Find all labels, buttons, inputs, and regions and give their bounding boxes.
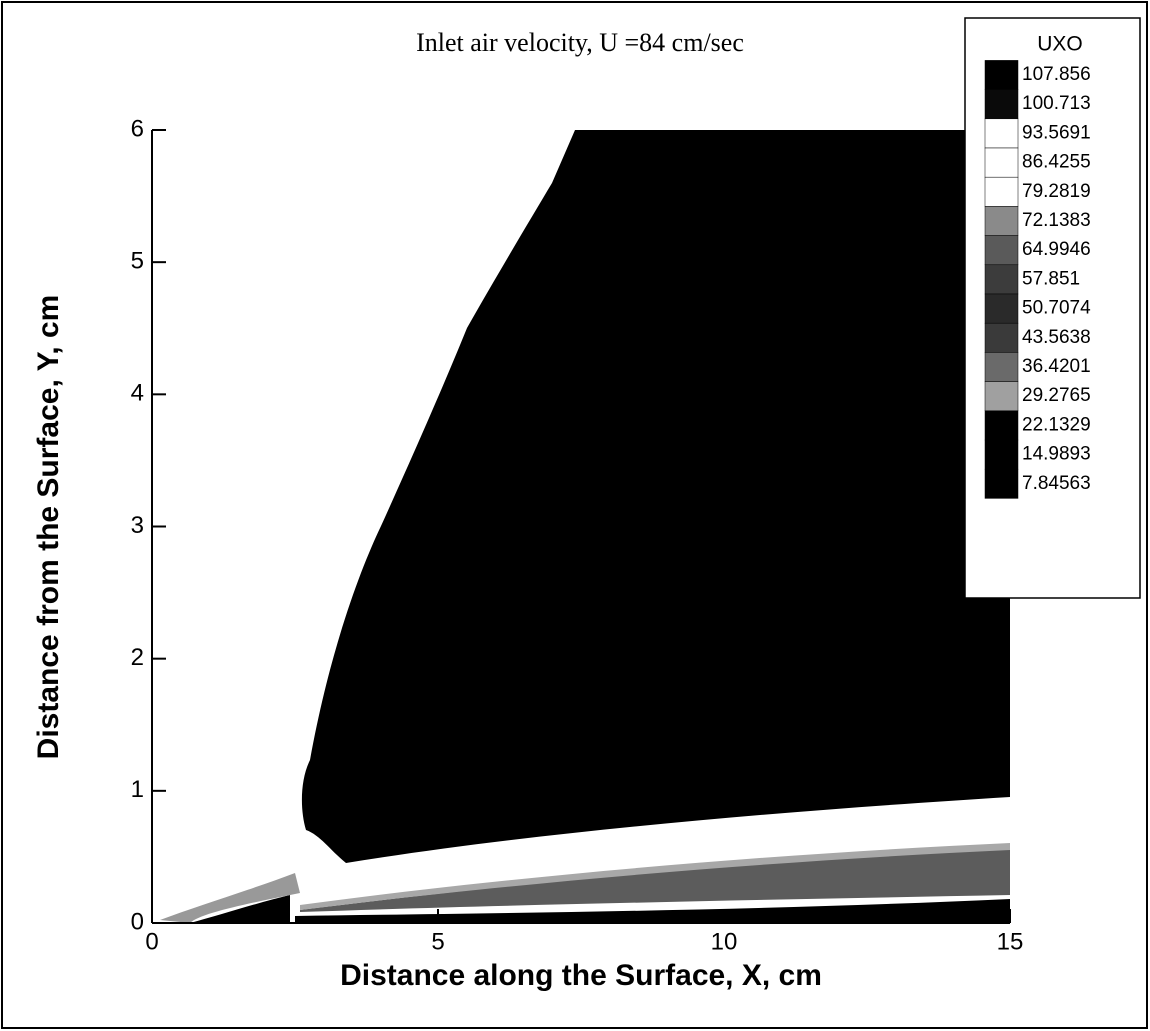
contour-mid-velocity bbox=[300, 846, 1010, 912]
y-axis-label: Distance from the Surface, Y, cm bbox=[32, 295, 65, 760]
legend-swatch bbox=[984, 60, 1019, 90]
legend-swatch bbox=[984, 206, 1019, 236]
contour-near-wall bbox=[295, 899, 1010, 923]
x-tick-label: 10 bbox=[711, 928, 738, 955]
legend-label: 43.5638 bbox=[1022, 327, 1091, 348]
legend-swatch bbox=[984, 410, 1019, 441]
legend-label: 50.7074 bbox=[1022, 298, 1091, 319]
y-tick-label: 3 bbox=[131, 512, 144, 539]
legend-label: 57.851 bbox=[1022, 268, 1080, 289]
contour-leading-edge-light bbox=[160, 873, 300, 923]
legend-swatch bbox=[984, 293, 1019, 324]
legend-label: 36.4201 bbox=[1022, 356, 1091, 377]
legend-swatch bbox=[984, 176, 1019, 207]
legend-swatch bbox=[984, 89, 1019, 120]
legend-label: 64.9946 bbox=[1022, 239, 1091, 260]
legend-label: 72.1383 bbox=[1022, 210, 1091, 231]
legend-label: 107.856 bbox=[1022, 64, 1091, 85]
x-tick-label: 0 bbox=[145, 928, 158, 955]
legend-swatch bbox=[984, 235, 1019, 266]
legend-swatch bbox=[984, 381, 1019, 412]
legend-label: 22.1329 bbox=[1022, 414, 1091, 435]
x-tick-label: 15 bbox=[997, 928, 1024, 955]
x-tick-label: 5 bbox=[431, 928, 444, 955]
legend-swatch bbox=[984, 147, 1019, 178]
y-tick-label: 0 bbox=[131, 908, 144, 935]
legend-title: UXO bbox=[1037, 33, 1083, 56]
chart-title: Inlet air velocity, U =84 cm/sec bbox=[416, 28, 744, 57]
y-tick-label: 2 bbox=[131, 644, 144, 671]
legend-label: 79.2819 bbox=[1022, 181, 1091, 202]
y-tick-label: 5 bbox=[131, 248, 144, 275]
legend-swatch bbox=[984, 264, 1019, 295]
legend-swatch bbox=[984, 322, 1019, 353]
contour-leading-edge bbox=[190, 895, 290, 923]
y-tick-label: 6 bbox=[131, 115, 144, 142]
legend-label: 86.4255 bbox=[1022, 152, 1091, 173]
legend-label: 14.9893 bbox=[1022, 444, 1091, 465]
legend-swatch bbox=[984, 439, 1019, 470]
contour-high-velocity bbox=[301, 130, 1010, 863]
y-tick-label: 4 bbox=[131, 380, 144, 407]
contour-low-velocity bbox=[300, 843, 1010, 910]
legend-label: 93.5691 bbox=[1022, 122, 1091, 143]
legend-swatch bbox=[984, 468, 1019, 499]
y-tick-label: 1 bbox=[131, 776, 144, 803]
legend-label: 7.84563 bbox=[1022, 473, 1091, 494]
legend-label: 100.713 bbox=[1022, 93, 1091, 114]
x-axis-label: Distance along the Surface, X, cm bbox=[340, 959, 822, 992]
legend-swatch bbox=[984, 118, 1019, 149]
legend-swatch bbox=[984, 352, 1019, 382]
legend-label: 29.2765 bbox=[1022, 385, 1091, 406]
